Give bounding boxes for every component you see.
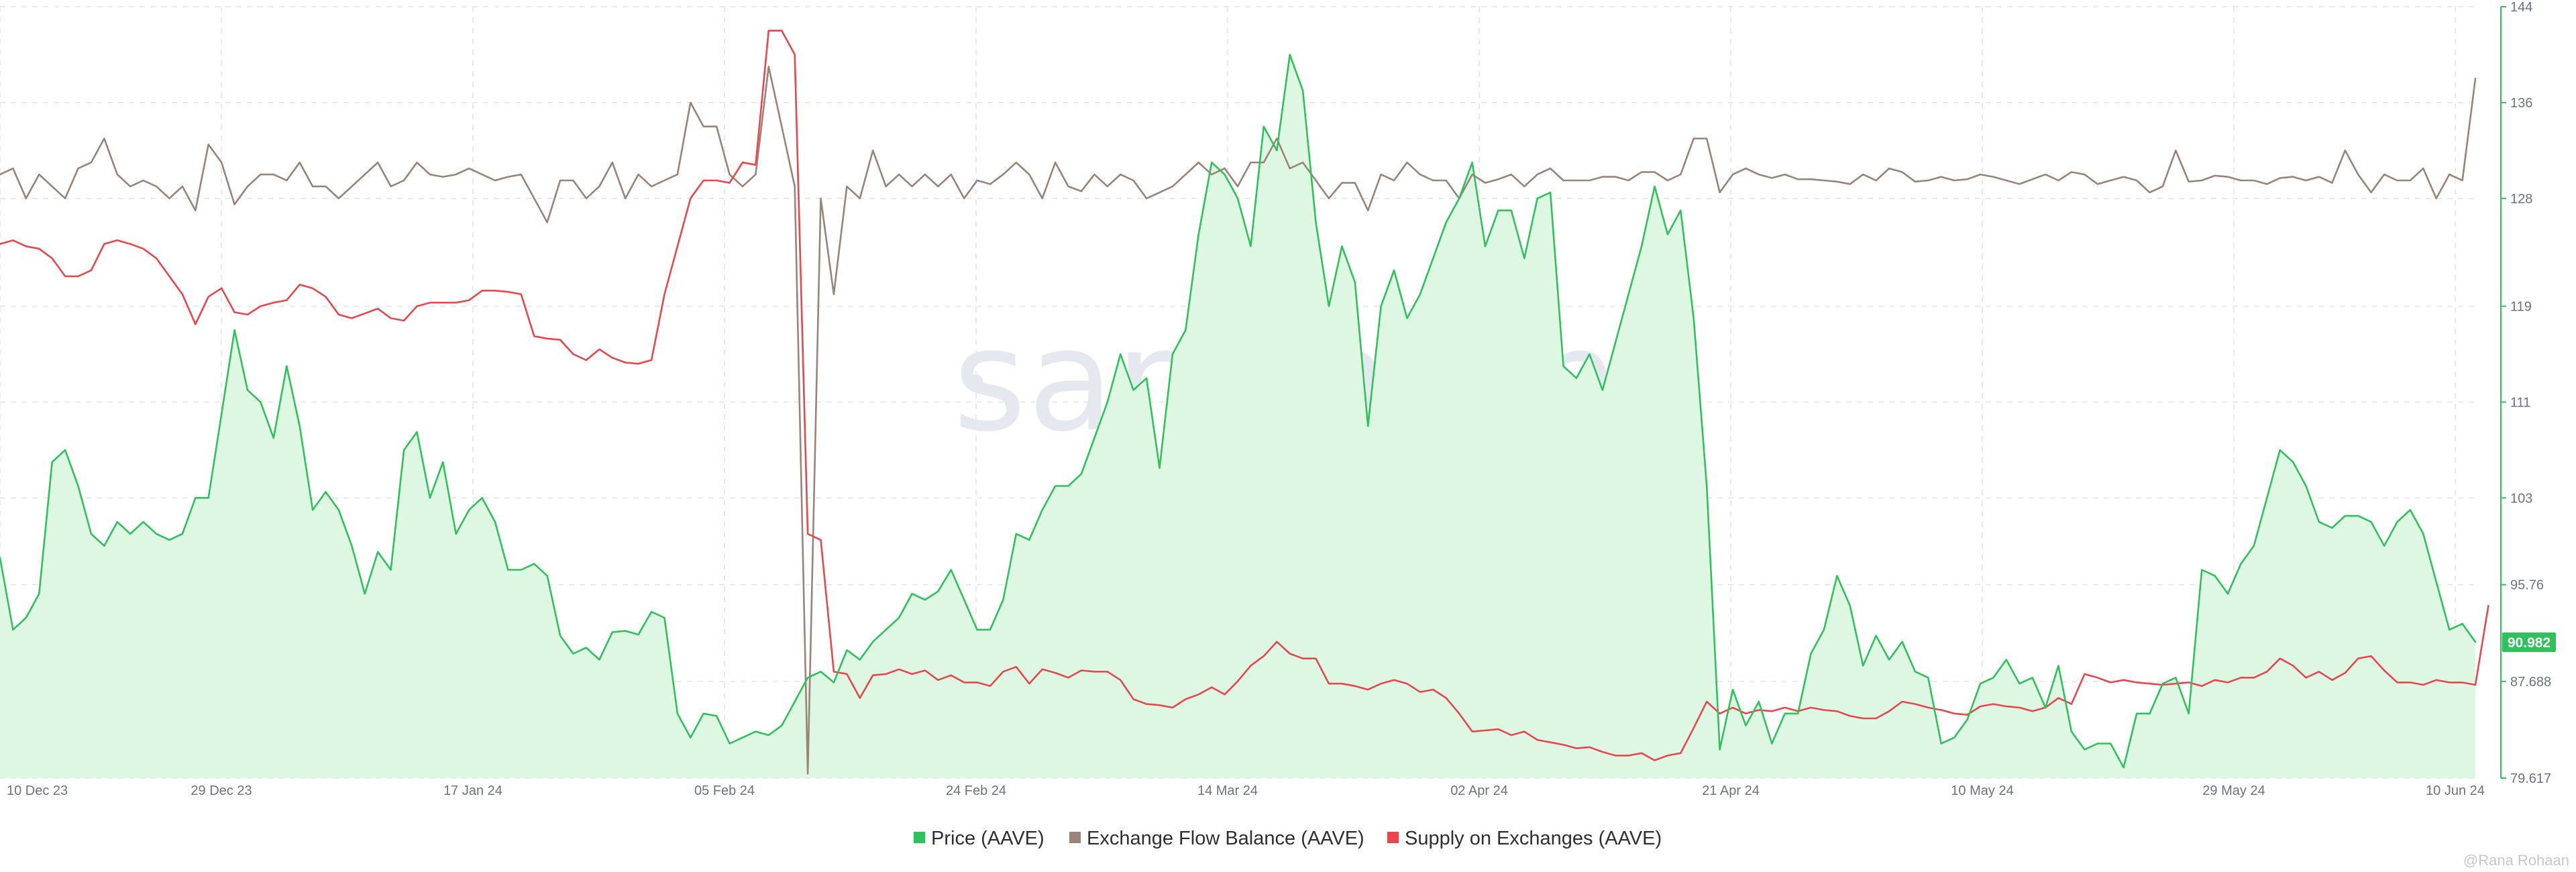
series-layer <box>0 30 2489 778</box>
x-tick-label: 29 Dec 23 <box>191 783 252 798</box>
x-tick-label: 05 Feb 24 <box>694 783 755 798</box>
y-tick-label: 103 <box>2510 491 2532 506</box>
y-tick-label: 111 <box>2510 395 2530 410</box>
legend-swatch-supply <box>1387 832 1399 843</box>
exchange-flow-balance-line <box>0 66 2477 775</box>
y-tick-label: 128 <box>2510 192 2532 207</box>
x-tick-label: 10 Jun 24 <box>2426 783 2485 798</box>
y-tick-label: 79.617 <box>2510 771 2551 786</box>
legend-swatch-flow <box>1069 832 1081 843</box>
watermark-dot-left <box>969 374 983 388</box>
legend-label-price: Price (AAVE) <box>931 828 1044 849</box>
legend-item-flow[interactable]: Exchange Flow Balance (AAVE) <box>1069 828 1364 849</box>
x-tick-label: 24 Feb 24 <box>946 783 1006 798</box>
y-tick-label: 95.76 <box>2510 578 2544 593</box>
current-price-tag-bg <box>2502 633 2556 652</box>
legend: Price (AAVE) Exchange Flow Balance (AAVE… <box>914 828 1662 849</box>
x-tick-label: 14 Mar 24 <box>1197 783 1258 798</box>
current-price-tag-label: 90.982 <box>2508 635 2551 651</box>
y-tick-label: 136 <box>2510 96 2532 111</box>
x-tick-label: 10 Dec 23 <box>7 783 68 798</box>
supply-on-exchanges-line <box>0 30 2489 761</box>
author-credit: @Rana Rohaan <box>2463 852 2569 869</box>
x-tick-label: 10 May 24 <box>1951 783 2013 798</box>
legend-item-supply[interactable]: Supply on Exchanges (AAVE) <box>1387 828 1662 849</box>
y-tick-label: 87.688 <box>2510 675 2551 690</box>
y-tick-label: 144 <box>2510 0 2532 15</box>
price-line <box>0 54 2477 769</box>
y-axis-ticks: 79.617 87.688 95.76 103 111 119 128 136 144 <box>2501 0 2551 786</box>
x-tick-label: 02 Apr 24 <box>1450 783 1508 798</box>
x-tick-label: 17 Jan 24 <box>443 783 502 798</box>
y-tick-label: 119 <box>2510 300 2532 315</box>
legend-swatch-price <box>914 832 925 843</box>
x-axis-ticks: 10 Dec 23 29 Dec 23 17 Jan 24 05 Feb 24 24 F… <box>7 783 2485 798</box>
current-price-tag: 90.982 <box>2502 633 2556 652</box>
legend-label-flow: Exchange Flow Balance (AAVE) <box>1087 828 1364 849</box>
legend-label-supply: Supply on Exchanges (AAVE) <box>1405 828 1662 849</box>
price-area-fill <box>0 54 2475 778</box>
legend-item-price[interactable]: Price (AAVE) <box>914 828 1044 849</box>
x-tick-label: 29 May 24 <box>2202 783 2265 798</box>
x-tick-label: 21 Apr 24 <box>1702 783 1760 798</box>
